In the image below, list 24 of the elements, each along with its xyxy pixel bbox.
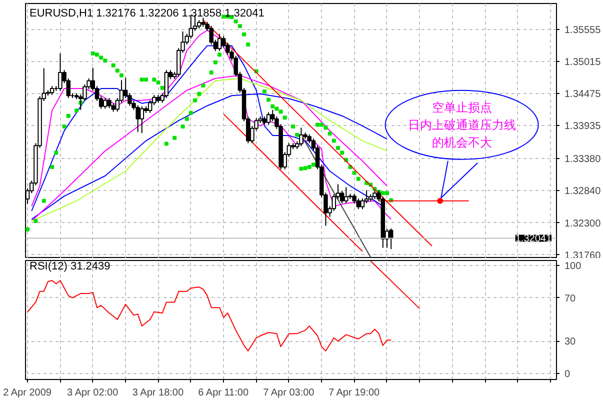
y-tick-label: 70: [564, 293, 576, 304]
annotation: 的机会不大: [432, 135, 492, 150]
x-tick-label: 7 Apr 03:00: [263, 388, 315, 398]
x-tick-label: 6 Apr 11:00: [198, 388, 249, 398]
annotation: 空单止损点: [432, 100, 492, 114]
ref-line-label: 1.32041: [515, 234, 552, 245]
y-tick-label: 1.35015: [564, 56, 602, 68]
y-tick-label: 1.34475: [564, 89, 602, 100]
x-tick-label: 3 Apr 02:00: [67, 388, 119, 398]
line-series: [27, 280, 392, 352]
chart-title: EURUSD,H1 1.32176 1.32206 1.31858 1.32041: [30, 8, 264, 20]
y-tick-label: 1.32300: [564, 218, 602, 230]
y-tick-label: 1.32840: [564, 186, 602, 198]
x-tick-label: 2 Apr 2009: [3, 388, 52, 398]
y-tick-label: 100: [564, 260, 582, 272]
y-tick-label: 1.35555: [564, 24, 602, 36]
y-tick-label: 0: [564, 369, 570, 380]
y-tick-label: 30: [564, 336, 576, 348]
x-tick-label: 3 Apr 18:00: [132, 388, 184, 398]
x-tick-label: 7 Apr 19:00: [328, 388, 380, 398]
y-tick-label: 1.33935: [564, 121, 602, 132]
chart-title: RSI(12) 31.2439: [30, 260, 110, 272]
annotation: 日内上破通道压力线: [408, 118, 516, 132]
y-tick-label: 1.33380: [564, 154, 602, 166]
